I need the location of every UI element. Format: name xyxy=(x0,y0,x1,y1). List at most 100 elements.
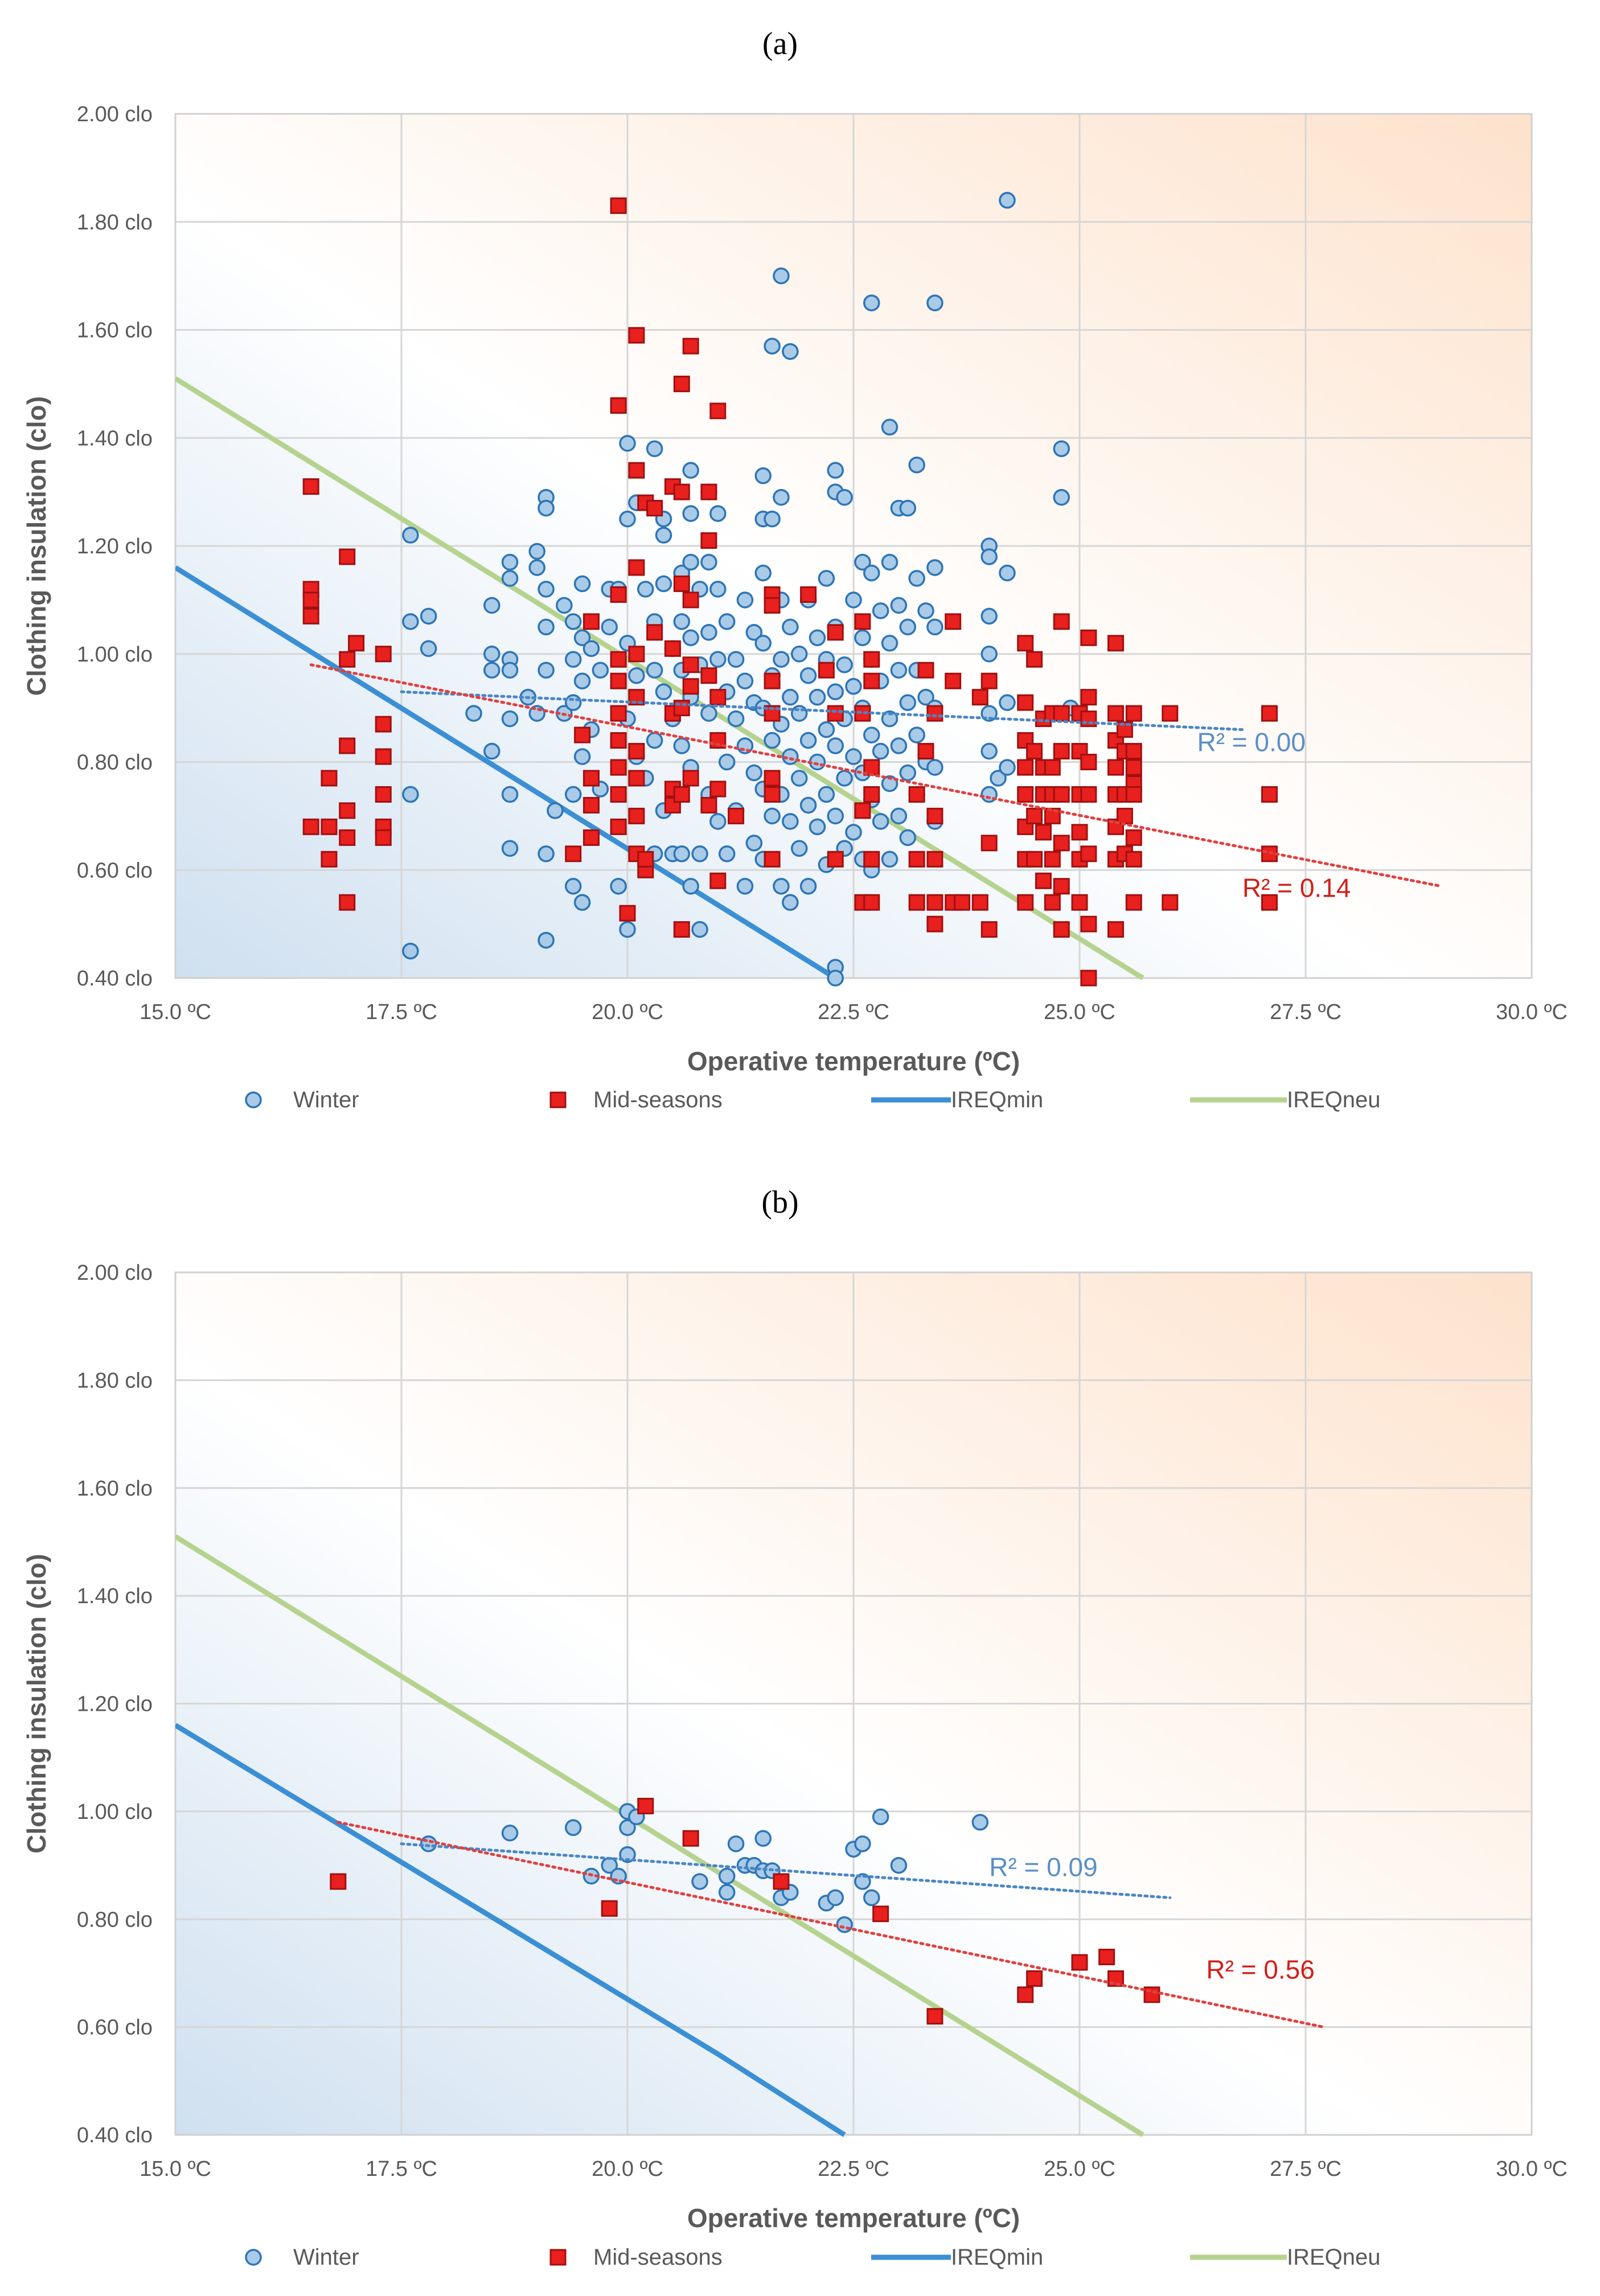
winter-point xyxy=(501,786,519,803)
mid-season-point xyxy=(1162,705,1179,722)
mid-season-point xyxy=(854,613,871,630)
mid-season-point xyxy=(863,786,880,803)
mid-season-point xyxy=(764,597,781,614)
winter-point xyxy=(564,651,582,668)
mid-season-point xyxy=(1143,1986,1160,2003)
y-tick-label: 0.40 clo xyxy=(77,2124,153,2147)
mid-season-point xyxy=(673,483,690,500)
mid-season-point xyxy=(628,807,645,824)
legend-winter-label: Winter xyxy=(293,1087,359,1112)
winter-point xyxy=(610,877,627,895)
mid-season-point xyxy=(673,375,690,392)
mid-season-point xyxy=(682,1830,699,1847)
mid-season-trendline xyxy=(337,1821,1326,2029)
winter-point xyxy=(646,662,663,679)
winter-point xyxy=(999,759,1016,776)
x-tick-label: 30.0 ºC xyxy=(1496,1000,1568,1024)
winter-point xyxy=(890,1856,908,1874)
winter-point xyxy=(926,559,943,576)
y-tick-label: 2.00 clo xyxy=(77,1261,153,1285)
winter-point xyxy=(827,970,844,987)
winter-point xyxy=(764,807,781,825)
winter-point xyxy=(782,618,799,636)
x-tick-label: 15.0 ºC xyxy=(140,2157,211,2181)
mid-season-point xyxy=(1044,807,1061,824)
mid-season-point xyxy=(1261,705,1278,722)
winter-point xyxy=(809,818,826,836)
ireq-min-line xyxy=(175,565,837,980)
mid-season-point xyxy=(1125,786,1142,803)
mid-season-point xyxy=(1044,759,1061,776)
y-tick-label: 2.00 clo xyxy=(77,102,153,126)
mid-season-point xyxy=(863,851,880,868)
winter-point xyxy=(619,1819,636,1837)
mid-season-point xyxy=(610,759,627,776)
winter-trendline xyxy=(400,1842,1172,1899)
winter-point xyxy=(890,807,908,825)
mid-season-point xyxy=(818,662,835,679)
winter-point xyxy=(700,624,717,641)
winter-point xyxy=(718,1884,736,1901)
mid-season-point xyxy=(700,796,717,814)
winter-point xyxy=(709,651,727,668)
winter-point xyxy=(709,505,727,522)
winter-point xyxy=(619,434,636,452)
winter-point xyxy=(926,759,943,776)
winter-point xyxy=(790,646,808,663)
x-tick-label: 17.5 ºC xyxy=(366,1000,437,1024)
winter-point xyxy=(764,510,781,528)
winter-point xyxy=(564,694,582,711)
winter-point xyxy=(673,613,691,630)
mid-season-point xyxy=(709,872,727,889)
mid-season-point xyxy=(709,402,727,420)
mid-season-point xyxy=(980,921,998,938)
winter-point xyxy=(754,635,772,652)
mid-season-point xyxy=(1053,835,1070,852)
legend-ireq-min-label: IREQmin xyxy=(951,1087,1043,1112)
winter-point xyxy=(538,618,555,636)
winter-point xyxy=(402,942,419,960)
legend-mid-season-marker xyxy=(549,2249,567,2266)
winter-point xyxy=(881,775,899,792)
winter-point xyxy=(899,764,917,782)
mid-season-point xyxy=(1053,921,1070,938)
y-tick-label: 1.00 clo xyxy=(77,1800,153,1824)
winter-point xyxy=(528,543,545,560)
winter-point xyxy=(782,813,799,830)
winter-point xyxy=(863,294,880,311)
mid-season-point xyxy=(673,786,690,803)
winter-point xyxy=(556,597,573,614)
mid-season-point xyxy=(917,743,934,760)
ireq-min-line xyxy=(175,1723,846,2137)
y-axis-label: Clothing insulation (clo) xyxy=(22,396,51,696)
winter-point xyxy=(836,770,853,787)
winter-point xyxy=(718,1867,736,1885)
winter-point xyxy=(890,597,908,614)
mid-season-point xyxy=(646,500,663,517)
winter-point xyxy=(637,581,654,598)
winter-point xyxy=(818,721,835,738)
mid-season-point xyxy=(339,737,356,754)
winter-point xyxy=(809,688,826,706)
winter-point xyxy=(999,564,1016,582)
mid-season-point xyxy=(628,743,645,760)
winter-point xyxy=(619,921,636,938)
mid-season-point xyxy=(700,532,717,549)
x-tick-label: 25.0 ºC xyxy=(1044,2157,1115,2181)
winter-point xyxy=(564,877,582,895)
winter-point xyxy=(501,710,519,728)
winter-point xyxy=(827,1889,844,1907)
winter-point xyxy=(845,592,862,609)
winter-point xyxy=(917,602,934,619)
winter-point xyxy=(881,851,899,868)
winter-point xyxy=(773,651,790,668)
winter-point xyxy=(971,1814,989,1831)
mid-season-point xyxy=(908,786,925,803)
mid-season-point xyxy=(926,851,943,868)
mid-season-point xyxy=(908,894,925,911)
winter-point xyxy=(854,629,871,647)
winter-point xyxy=(573,629,591,647)
winter-point xyxy=(573,672,591,689)
winter-point xyxy=(863,726,880,744)
